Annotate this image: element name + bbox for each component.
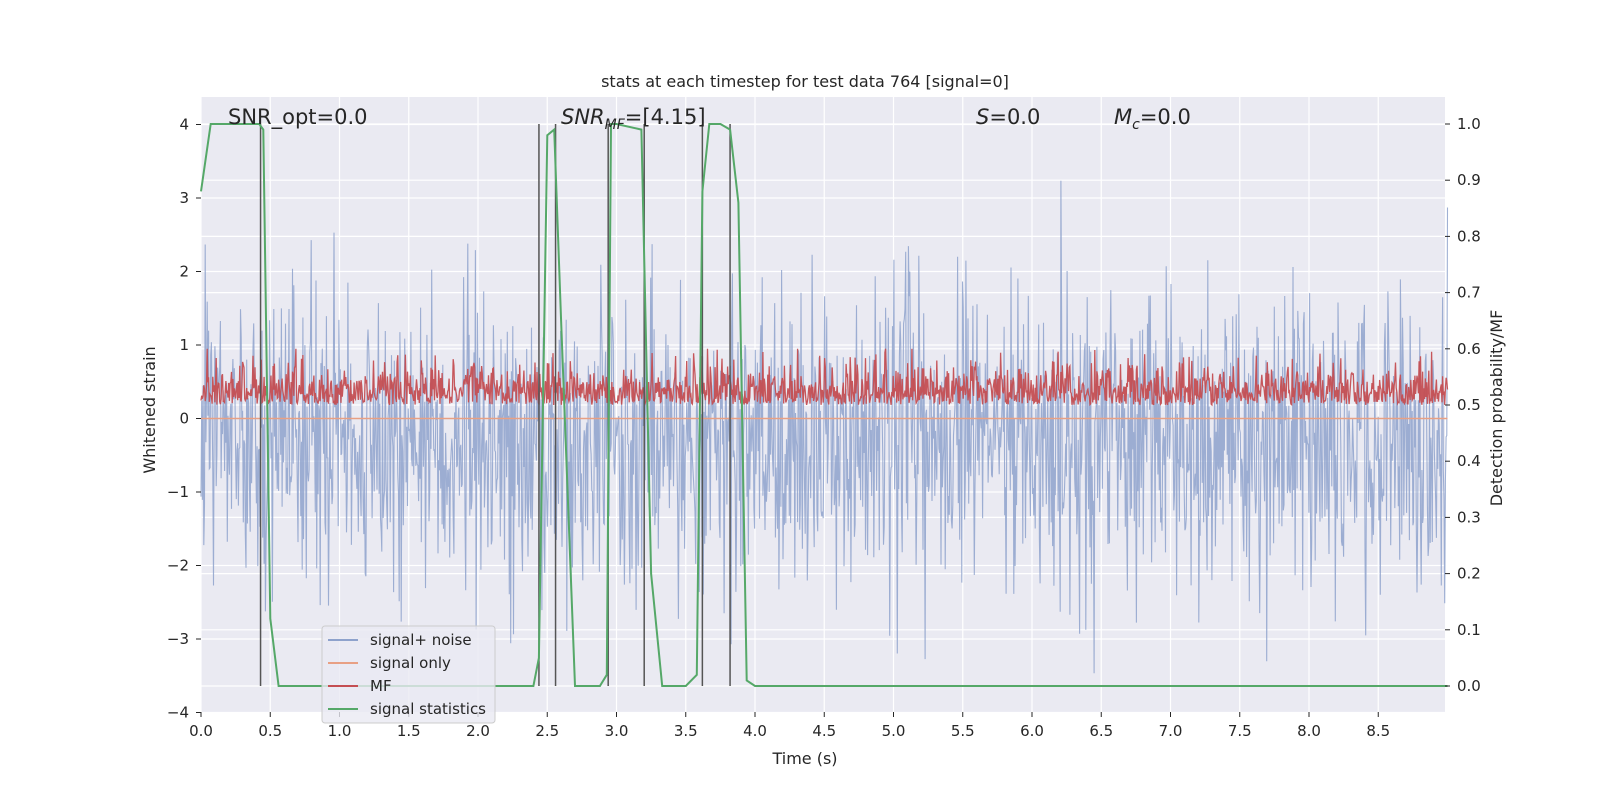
x-tick-label: 7.5 — [1228, 722, 1252, 740]
y-tick-label: −1 — [167, 483, 189, 501]
y2-tick-label: 0.3 — [1457, 508, 1481, 526]
y-axis-ticks: 4 3 2 1 0 −1 −2 −3 −4 — [167, 116, 201, 722]
legend-box — [321, 625, 496, 724]
line-mf — [200, 348, 1449, 407]
y-tick-label: 3 — [179, 189, 189, 207]
legend-label-signal-only: signal only — [370, 654, 451, 672]
y-axis-label: Whitened strain — [140, 346, 159, 473]
y2-tick-label: 1.0 — [1457, 115, 1481, 133]
series-mf — [200, 348, 1449, 407]
x-axis-label: Time (s) — [771, 749, 837, 768]
x-tick-label: 4.5 — [812, 722, 836, 740]
legend-label-mf: MF — [370, 677, 392, 695]
annotation-snr-mf-base: SNR — [561, 105, 605, 129]
annotation-mc-base: M — [1114, 105, 1132, 129]
x-tick-label: 3.5 — [674, 722, 698, 740]
y2-tick-label: 0.4 — [1457, 452, 1481, 470]
x-tick-label: 4.0 — [743, 722, 767, 740]
annotation-s-var: S — [976, 105, 989, 129]
x-tick-label: 7.0 — [1159, 722, 1183, 740]
y2-tick-label: 0.8 — [1457, 227, 1481, 245]
annotation-mc-sub: c — [1132, 117, 1140, 133]
legend-label-signal-statistics: signal statistics — [370, 700, 486, 718]
annotation-snr-mf: SNRMF=[4.15] — [561, 105, 706, 133]
y-tick-label: 2 — [179, 263, 189, 281]
legend-label-signal-noise: signal+ noise — [370, 631, 472, 649]
y-tick-label: −2 — [167, 557, 189, 575]
y2-axis-label: Detection probability/MF — [1487, 310, 1506, 507]
y-tick-label: −4 — [167, 704, 189, 722]
legend: signal+ noise signal only MF signal stat… — [321, 625, 496, 724]
x-tick-label: 8.5 — [1366, 722, 1390, 740]
annotation-s-value: =0.0 — [989, 105, 1040, 129]
y-tick-label: 4 — [179, 116, 189, 134]
series-signal-statistics — [200, 123, 1448, 687]
y-tick-label: 0 — [179, 410, 189, 428]
line-signal-statistics — [200, 123, 1448, 687]
annotation-snr-mf-value: =[4.15] — [625, 105, 706, 129]
x-tick-label: 0.0 — [189, 722, 213, 740]
x-tick-label: 5.5 — [951, 722, 975, 740]
y2-tick-label: 0.1 — [1457, 621, 1481, 639]
y-tick-label: 1 — [179, 336, 189, 354]
annotation-mc-value: =0.0 — [1140, 105, 1191, 129]
x-tick-label: 1.5 — [397, 722, 421, 740]
annotation-mc: Mc=0.0 — [1114, 105, 1191, 133]
y2-tick-label: 0.6 — [1457, 340, 1481, 358]
y2-axis-ticks: 1.0 0.9 0.8 0.7 0.6 0.5 0.4 0.3 0.2 0.1 0.0 — [1445, 115, 1481, 695]
y2-tick-label: 0.5 — [1457, 396, 1481, 414]
x-tick-label: 2.5 — [535, 722, 559, 740]
y2-tick-label: 0.9 — [1457, 171, 1481, 189]
y2-tick-label: 0.7 — [1457, 284, 1481, 302]
x-tick-label: 0.5 — [258, 722, 282, 740]
y2-tick-label: 0.2 — [1457, 565, 1481, 583]
x-tick-label: 6.0 — [1020, 722, 1044, 740]
y-tick-label: −3 — [167, 630, 189, 648]
chart-title: stats at each timestep for test data 764… — [601, 72, 1009, 91]
y2-tick-label: 0.0 — [1457, 677, 1481, 695]
x-tick-label: 6.5 — [1089, 722, 1113, 740]
annotation-s: S=0.0 — [976, 105, 1040, 129]
x-tick-label: 5.0 — [882, 722, 906, 740]
x-tick-label: 3.0 — [605, 722, 629, 740]
x-axis-ticks: 0.0 0.5 1.0 1.5 2.0 2.5 3.0 3.5 4.0 4.5 5.0 5.5 6.0 6… — [189, 712, 1390, 740]
x-tick-label: 8.0 — [1297, 722, 1321, 740]
x-tick-label: 1.0 — [328, 722, 352, 740]
annotation-snr-opt: SNR_opt=0.0 — [228, 105, 368, 130]
x-tick-label: 2.0 — [466, 722, 490, 740]
annotation-snr-mf-sub: MF — [605, 117, 626, 133]
